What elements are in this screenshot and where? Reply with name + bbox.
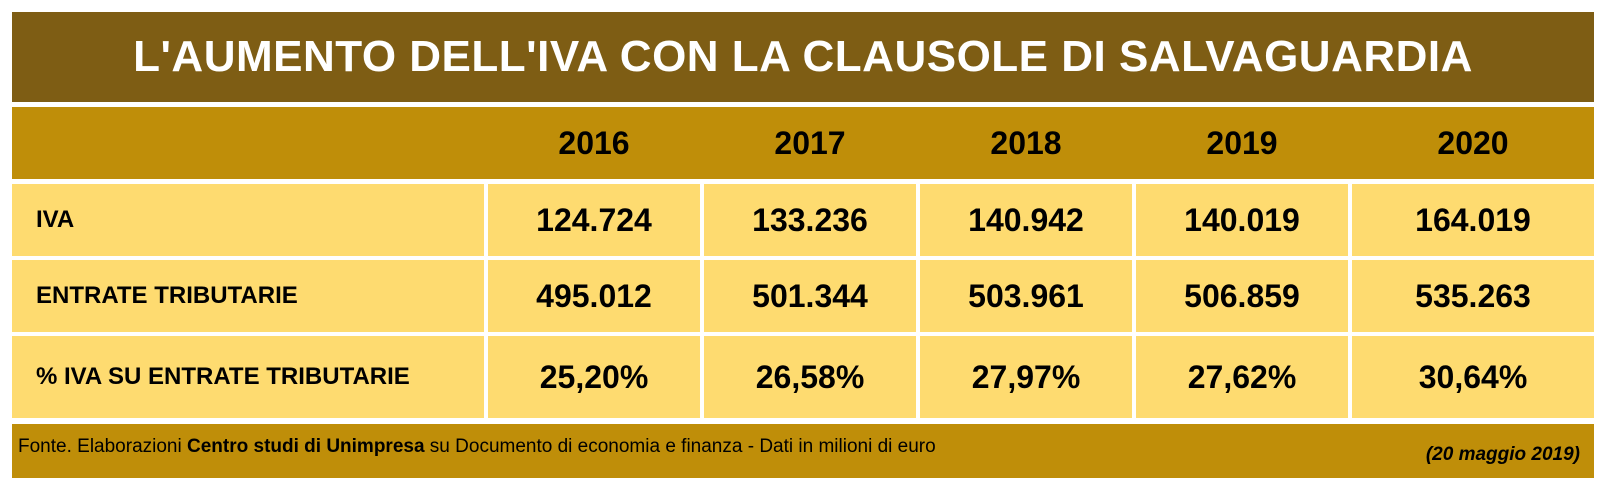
table-cell: 140.019 [1136,184,1348,256]
source-prefix: Fonte. Elaborazioni [18,436,187,457]
table-cell: 133.236 [704,184,916,256]
year-header: 2019 [1206,124,1278,161]
title-bar: L'AUMENTO DELL'IVA CON LA CLAUSOLE DI SA… [12,12,1594,102]
table-cell: 503.961 [920,260,1132,332]
table-cell: 27,62% [1136,336,1348,418]
table-cell: 27,97% [920,336,1132,418]
table-cell: 501.344 [704,260,916,332]
row-label-iva: IVA [12,184,484,256]
year-header: 2018 [990,124,1062,161]
source-date: (20 maggio 2019) [1425,444,1580,465]
year-header: 2016 [558,124,630,161]
table-cell: 506.859 [1136,260,1348,332]
source-org: Centro studi di Unimpresa [187,436,425,457]
table-cell: 140.942 [920,184,1132,256]
iva-table: L'AUMENTO DELL'IVA CON LA CLAUSOLE DI SA… [12,12,1594,478]
year-header: 2017 [774,124,846,161]
row-label-percent: % IVA SU ENTRATE TRIBUTARIE [12,336,484,418]
table-cell: 26,58% [704,336,916,418]
table-cell: 30,64% [1352,336,1594,418]
row-label-entrate: ENTRATE TRIBUTARIE [12,260,484,332]
table-cell: 164.019 [1352,184,1594,256]
source-suffix: su Documento di economia e finanza - Dat… [424,436,936,457]
year-header: 2020 [1437,124,1509,161]
footer-bar: Fonte. Elaborazioni Centro studi di Unim… [12,424,1594,478]
header-row: 2016 2017 2018 2019 2020 [12,107,1594,179]
table-cell: 495.012 [488,260,700,332]
source-note: Fonte. Elaborazioni Centro studi di Unim… [18,436,936,458]
table-cell: 25,20% [488,336,700,418]
table-cell: 124.724 [488,184,700,256]
table-title: L'AUMENTO DELL'IVA CON LA CLAUSOLE DI SA… [133,32,1473,81]
table-cell: 535.263 [1352,260,1594,332]
